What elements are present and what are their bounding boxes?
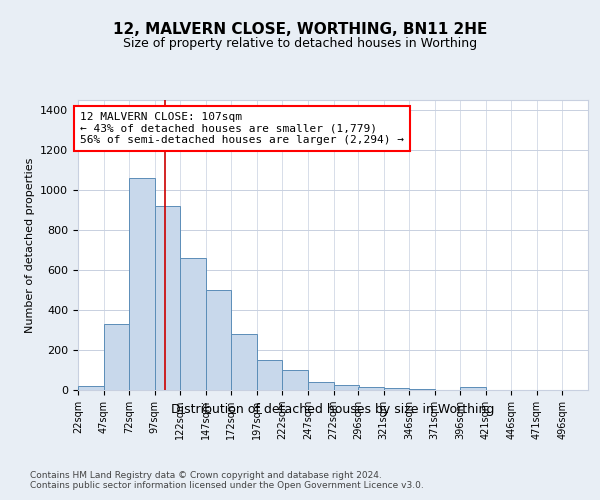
Bar: [232, 334, 257, 390]
Bar: [206, 290, 232, 390]
Bar: [334, 385, 359, 390]
Bar: [383, 388, 409, 390]
Bar: [283, 370, 308, 390]
Bar: [129, 178, 155, 390]
Bar: [155, 206, 180, 390]
Text: 12 MALVERN CLOSE: 107sqm
← 43% of detached houses are smaller (1,779)
56% of sem: 12 MALVERN CLOSE: 107sqm ← 43% of detach…: [80, 112, 404, 145]
Text: Distribution of detached houses by size in Worthing: Distribution of detached houses by size …: [172, 402, 494, 415]
Bar: [358, 387, 383, 390]
Bar: [409, 389, 434, 390]
Bar: [460, 387, 486, 390]
Y-axis label: Number of detached properties: Number of detached properties: [25, 158, 35, 332]
Text: Size of property relative to detached houses in Worthing: Size of property relative to detached ho…: [123, 38, 477, 51]
Text: Contains HM Land Registry data © Crown copyright and database right 2024.
Contai: Contains HM Land Registry data © Crown c…: [30, 470, 424, 490]
Text: 12, MALVERN CLOSE, WORTHING, BN11 2HE: 12, MALVERN CLOSE, WORTHING, BN11 2HE: [113, 22, 487, 38]
Bar: [308, 382, 334, 390]
Bar: [104, 324, 129, 390]
Bar: [180, 258, 206, 390]
Bar: [257, 360, 283, 390]
Bar: [78, 386, 104, 390]
